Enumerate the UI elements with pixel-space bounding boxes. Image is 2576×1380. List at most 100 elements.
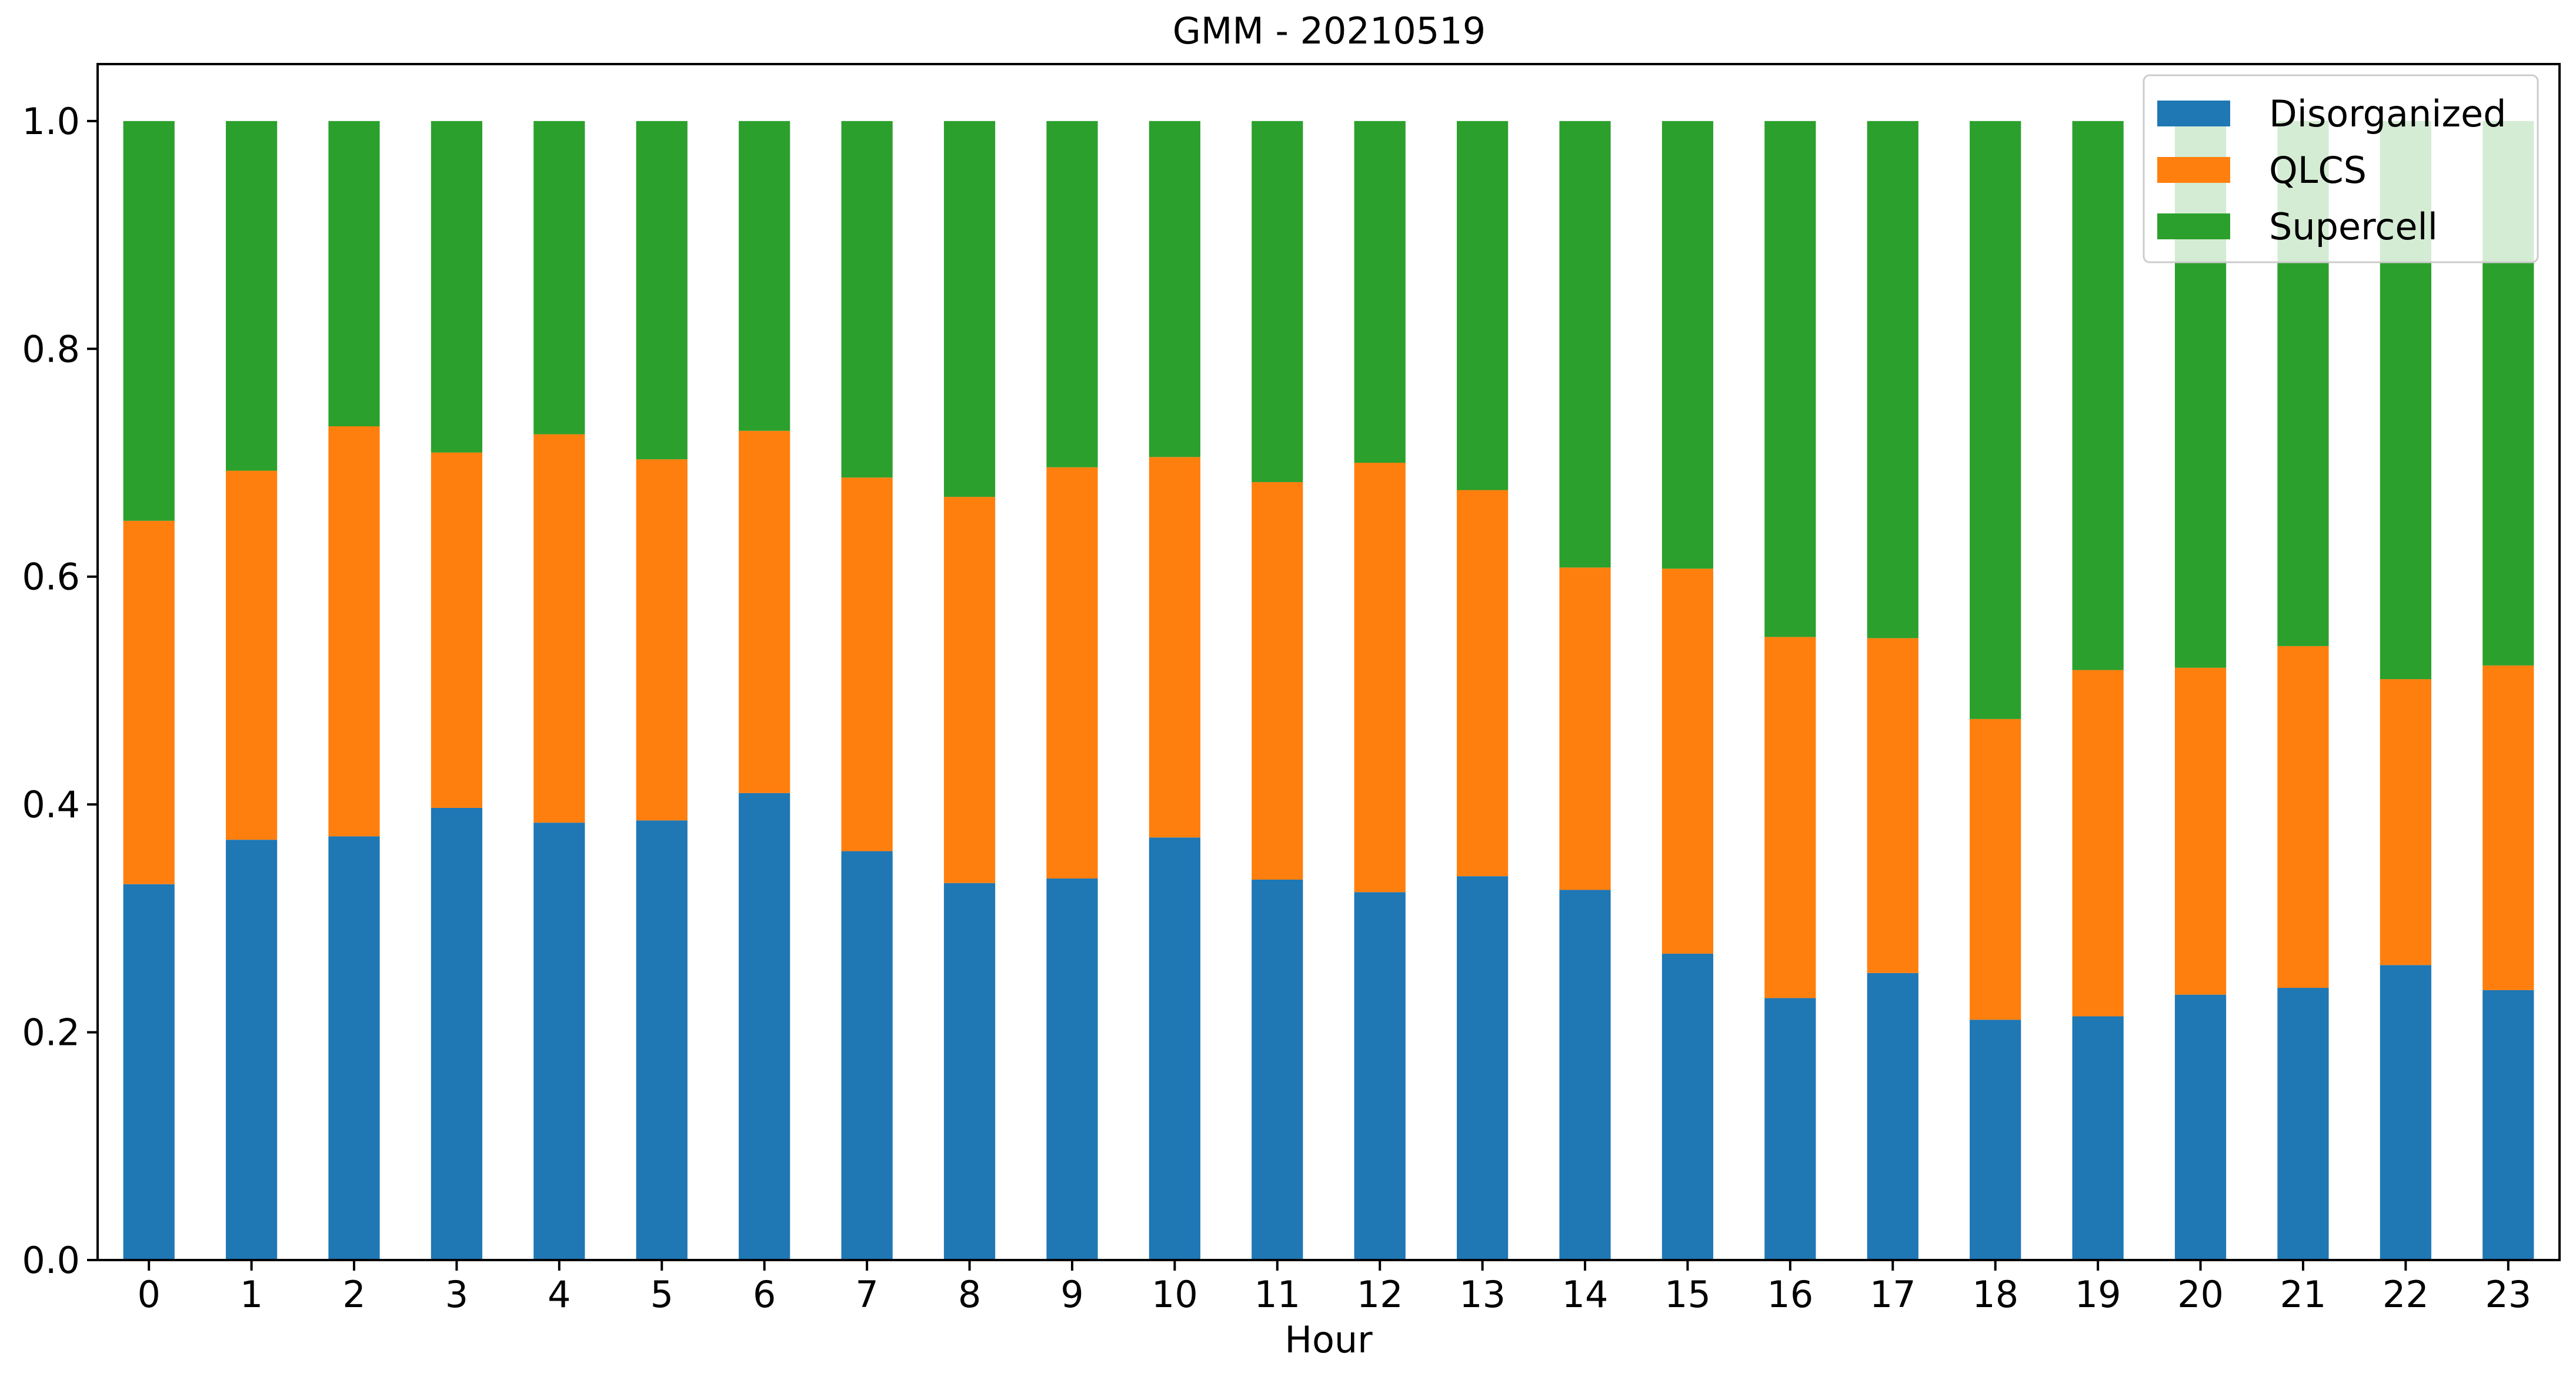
bar-supercell-12 (1354, 121, 1406, 463)
y-tick-label: 0.4 (22, 783, 80, 826)
bar-qlcs-15 (1661, 569, 1714, 954)
bar-supercell-2 (328, 121, 380, 427)
bar-qlcs-16 (1764, 637, 1816, 998)
legend-swatch-disorganized (2157, 101, 2230, 126)
bar-disorganized-16 (1764, 998, 1816, 1260)
x-tick-label: 9 (1060, 1273, 1083, 1316)
bar-supercell-10 (1149, 121, 1200, 457)
x-tick-label: 20 (2177, 1273, 2224, 1316)
bar-qlcs-3 (431, 452, 483, 808)
x-tick-label: 4 (548, 1273, 570, 1316)
x-tick-label: 14 (1562, 1273, 1609, 1316)
x-axis: 0 1 2 3 4 5 6 7 8 9 10 11 12 13 14 15 16 17 18 19 20 21 22 23 (137, 1260, 2531, 1316)
legend-swatch-supercell (2157, 213, 2230, 239)
x-tick-label: 2 (342, 1273, 365, 1316)
bar-supercell-4 (533, 121, 585, 435)
legend-swatch-qlcs (2157, 157, 2230, 183)
bar-disorganized-4 (533, 823, 585, 1260)
x-tick-label: 12 (1357, 1273, 1403, 1316)
bar-disorganized-7 (841, 851, 893, 1260)
bar-supercell-18 (1970, 121, 2021, 719)
x-tick-label: 6 (753, 1273, 776, 1316)
y-tick-label: 0.0 (22, 1239, 80, 1282)
bar-qlcs-10 (1149, 457, 1200, 838)
bar-qlcs-1 (226, 470, 278, 840)
legend-label-supercell: Supercell (2269, 205, 2438, 248)
y-tick-label: 0.6 (22, 556, 80, 599)
bar-supercell-9 (1046, 121, 1098, 467)
bar-disorganized-5 (636, 820, 688, 1260)
x-tick-label: 21 (2280, 1273, 2327, 1316)
bar-qlcs-18 (1970, 719, 2021, 1020)
bar-supercell-6 (739, 121, 790, 431)
bar-qlcs-8 (943, 497, 996, 883)
bar-qlcs-0 (123, 520, 175, 884)
x-tick-label: 13 (1459, 1273, 1506, 1316)
y-tick-label: 0.8 (22, 328, 80, 370)
x-axis-label: Hour (1284, 1318, 1373, 1361)
legend-box (2143, 74, 2539, 263)
plot-frame (96, 63, 2561, 1261)
bar-disorganized-13 (1457, 876, 1509, 1260)
bar-disorganized-8 (943, 883, 996, 1260)
bar-disorganized-14 (1559, 890, 1611, 1260)
x-tick-label: 16 (1767, 1273, 1813, 1316)
bars-layer (123, 121, 2534, 1260)
x-tick-label: 10 (1152, 1273, 1198, 1316)
bar-disorganized-11 (1252, 879, 1303, 1260)
bar-disorganized-23 (2482, 990, 2534, 1260)
bar-supercell-5 (636, 121, 688, 460)
bar-supercell-3 (431, 121, 483, 453)
x-tick-label: 19 (2075, 1273, 2121, 1316)
x-tick-label: 1 (240, 1273, 263, 1316)
x-tick-label: 0 (137, 1273, 160, 1316)
bar-supercell-8 (943, 121, 996, 497)
bar-qlcs-2 (328, 426, 380, 837)
bar-qlcs-14 (1559, 567, 1611, 890)
bar-disorganized-17 (1867, 973, 1918, 1260)
x-tick-label: 18 (1972, 1273, 2018, 1316)
bar-qlcs-7 (841, 477, 893, 851)
bar-qlcs-20 (2174, 667, 2227, 995)
bar-qlcs-4 (533, 434, 585, 823)
bar-qlcs-17 (1867, 638, 1918, 973)
bar-disorganized-15 (1661, 953, 1714, 1260)
x-tick-label: 11 (1254, 1273, 1300, 1316)
bar-qlcs-22 (2380, 679, 2431, 965)
x-tick-label: 8 (958, 1273, 981, 1316)
bar-qlcs-11 (1252, 482, 1303, 880)
x-tick-label: 17 (1870, 1273, 1916, 1316)
bar-qlcs-12 (1354, 463, 1406, 893)
bar-supercell-13 (1457, 121, 1509, 490)
bar-disorganized-18 (1970, 1020, 2021, 1260)
bar-disorganized-10 (1149, 837, 1200, 1260)
bar-supercell-19 (2072, 121, 2124, 670)
bar-supercell-7 (841, 121, 893, 478)
x-tick-label: 15 (1664, 1273, 1711, 1316)
x-tick-label: 23 (2485, 1273, 2531, 1316)
x-tick-label: 3 (445, 1273, 468, 1316)
bar-supercell-1 (226, 121, 278, 471)
bar-disorganized-19 (2072, 1016, 2124, 1260)
legend: Disorganized QLCS Supercell (2143, 74, 2539, 263)
bar-supercell-14 (1559, 121, 1611, 568)
bar-disorganized-22 (2380, 965, 2431, 1260)
bar-qlcs-6 (739, 430, 790, 793)
bar-disorganized-3 (431, 807, 483, 1260)
bar-disorganized-21 (2277, 988, 2329, 1260)
bar-supercell-15 (1661, 121, 1714, 569)
bar-disorganized-12 (1354, 892, 1406, 1260)
bar-qlcs-9 (1046, 467, 1098, 879)
x-tick-label: 22 (2383, 1273, 2429, 1316)
legend-label-disorganized: Disorganized (2269, 92, 2507, 135)
legend-label-qlcs: QLCS (2269, 149, 2367, 192)
bar-supercell-17 (1867, 121, 1918, 639)
bar-qlcs-5 (636, 459, 688, 821)
bar-disorganized-1 (226, 840, 278, 1260)
y-tick-label: 1.0 (22, 100, 80, 143)
bar-disorganized-9 (1046, 878, 1098, 1260)
y-axis: 0.0 0.2 0.4 0.6 0.8 1.0 (22, 100, 98, 1282)
x-tick-label: 5 (650, 1273, 673, 1316)
bar-supercell-16 (1764, 121, 1816, 637)
